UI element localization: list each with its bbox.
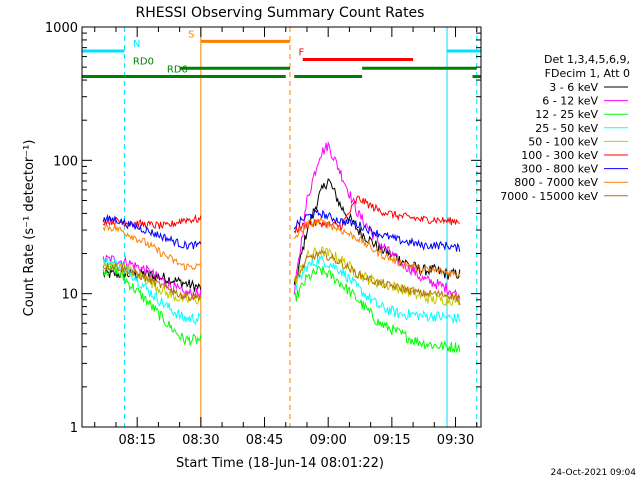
flag-bar-label: S [188, 29, 194, 40]
y-tick-label: 100 [53, 154, 78, 169]
flag-bar-label: N [133, 39, 140, 50]
legend-entry-label: 6 - 12 keV [542, 95, 598, 108]
flag-bar-label: RD0 [133, 56, 154, 67]
generation-timestamp: 24-Oct-2021 09:04 [551, 468, 637, 478]
legend-entry-label: 25 - 50 keV [535, 122, 598, 135]
y-axis-label: Count Rate (s⁻¹ detector⁻¹) [22, 140, 37, 317]
legend-entry-label: 12 - 25 keV [535, 108, 598, 121]
series-line [102, 195, 460, 234]
legend-entry-label: 50 - 100 keV [528, 135, 598, 148]
legend-header-1: Det 1,3,4,5,6,9, [544, 53, 630, 66]
series-line [102, 216, 461, 279]
series-line [102, 263, 461, 354]
x-tick-label: 08:45 [246, 433, 283, 448]
legend-entry-label: 100 - 300 keV [521, 149, 598, 162]
x-tick-label: 09:30 [437, 433, 474, 448]
flag-bar-label: F [298, 48, 304, 59]
x-tick-label: 09:15 [373, 433, 410, 448]
legend: Det 1,3,4,5,6,9, FDecim 1, Att 0 3 - 6 k… [500, 53, 630, 203]
y-tick-label: 1 [70, 421, 78, 436]
y-tick-label: 1000 [45, 21, 78, 36]
legend-header-2: FDecim 1, Att 0 [545, 67, 630, 80]
series-line [102, 249, 461, 302]
series-line [102, 208, 461, 252]
series-layer [102, 140, 461, 354]
x-tick-label: 08:15 [118, 433, 155, 448]
chart-title: RHESSI Observing Summary Count Rates [136, 5, 425, 21]
series-line [102, 140, 461, 306]
legend-entry-label: 3 - 6 keV [549, 81, 598, 94]
x-tick-label: 08:30 [182, 433, 219, 448]
legend-entry-label: 300 - 800 keV [521, 163, 598, 176]
axes: 1 10 100 1000 08:15 08:30 08:45 09:00 09:15 09:30 [45, 21, 481, 448]
flag-bar-label: RD6 [167, 65, 188, 76]
vertical-markers [123, 27, 478, 427]
y-tick-label: 10 [61, 288, 78, 303]
x-tick-label: 09:00 [309, 433, 346, 448]
x-axis-label: Start Time (18-Jun-14 08:01:22) [176, 456, 384, 471]
plot-frame [81, 26, 482, 428]
series-line [102, 246, 461, 306]
legend-entry-label: 800 - 7000 keV [514, 176, 598, 189]
flag-bars: N S F RD0 RD6 [82, 29, 481, 79]
legend-entry-label: 7000 - 15000 keV [500, 190, 598, 203]
